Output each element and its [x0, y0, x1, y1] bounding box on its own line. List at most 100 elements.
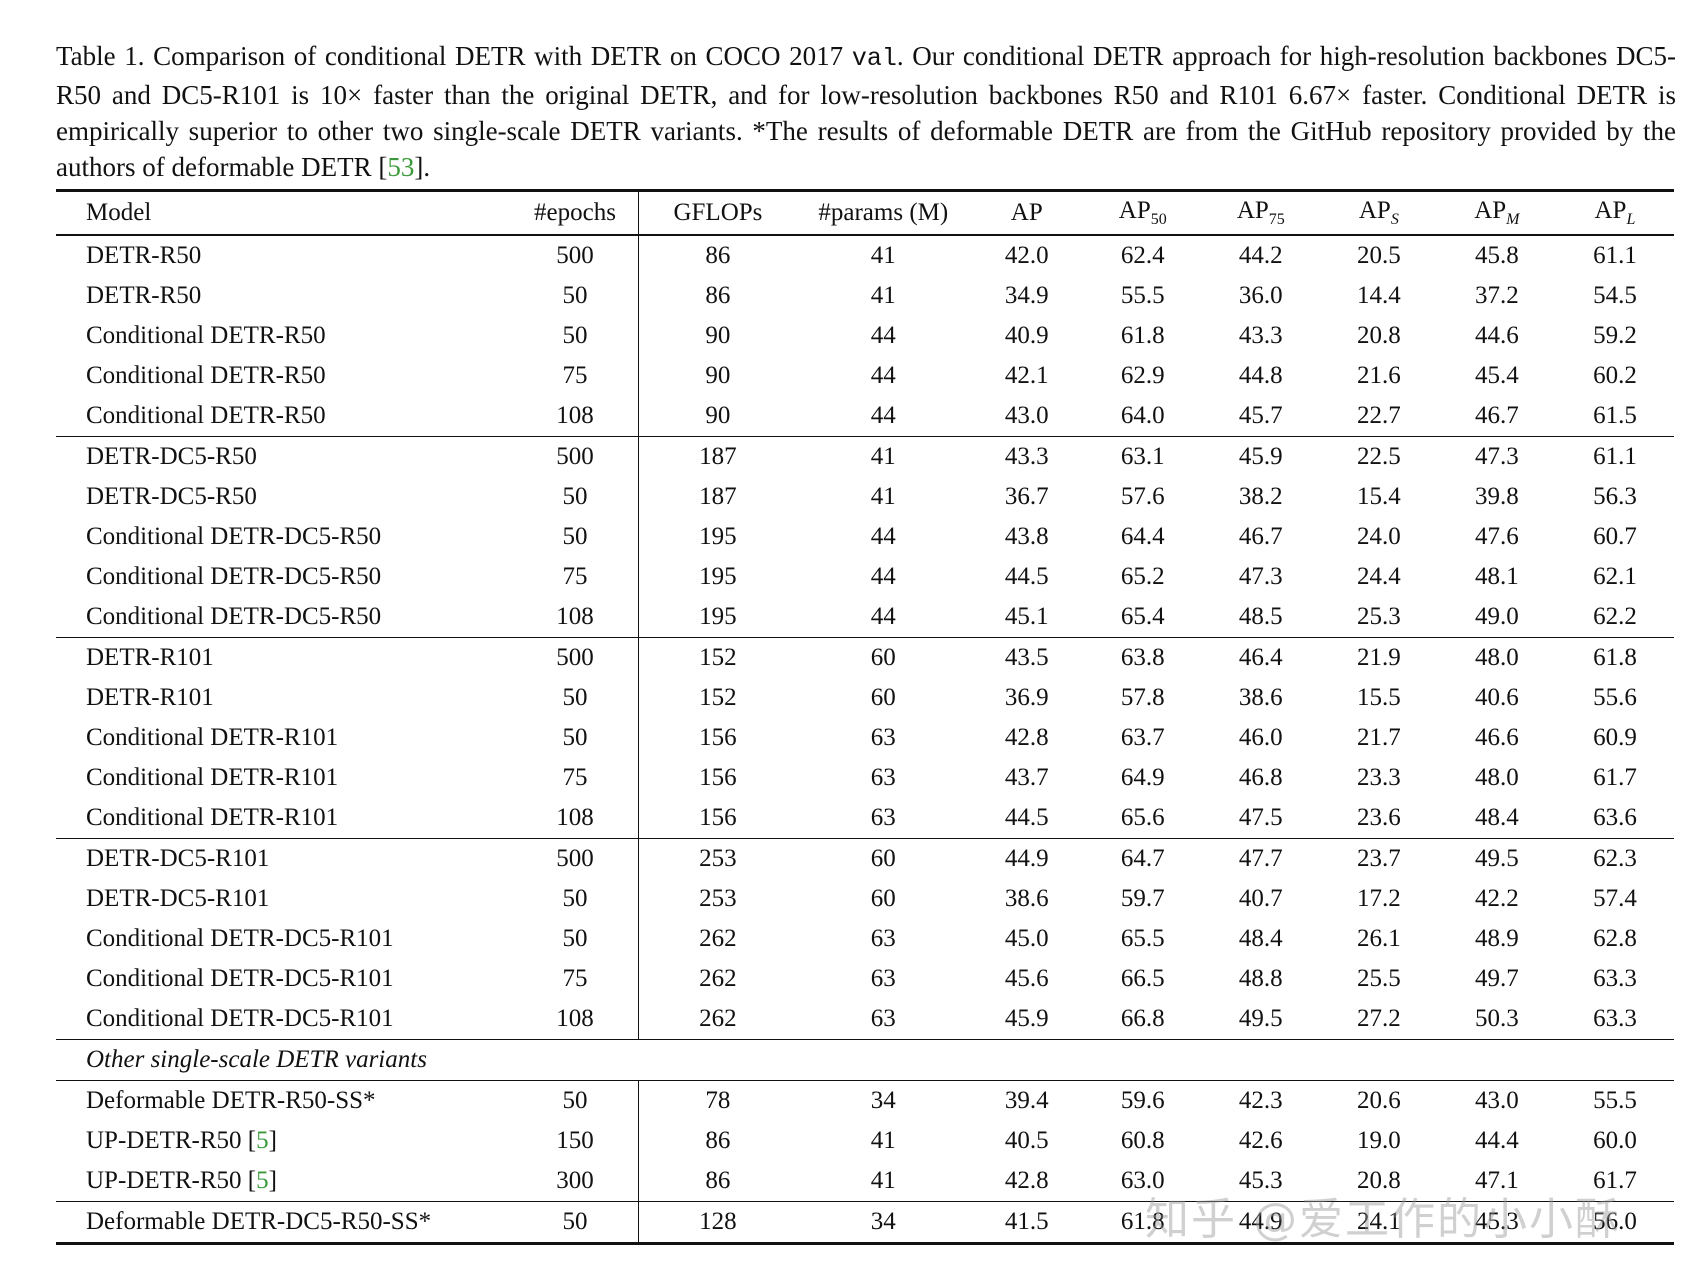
cell-epochs: 75	[511, 557, 640, 597]
cell-ap: 43.3	[1004, 443, 1049, 470]
cell-apl: 55.6	[1593, 684, 1637, 711]
cell-ap: 45.6	[1004, 965, 1049, 992]
cell-ap75: 48.4	[1238, 925, 1283, 952]
cell-gflops: 262	[699, 925, 737, 952]
cell-apl: 61.8	[1593, 644, 1637, 671]
cell-ap: 43.7	[1004, 764, 1049, 791]
header-gflops: GFLOPs	[673, 199, 763, 226]
header-aps: APS	[1358, 197, 1399, 228]
cell-epochs: 50	[511, 477, 640, 517]
cell-apl: 63.3	[1555, 999, 1674, 1040]
cell-ap50: 63.0	[1083, 1161, 1202, 1202]
cell-params: 63	[870, 925, 896, 952]
cell-aps: 23.6	[1319, 798, 1438, 839]
cell-apl: 59.2	[1593, 322, 1637, 349]
cell-aps: 21.7	[1356, 724, 1401, 751]
table-caption: Table 1. Comparison of conditional DETR …	[56, 38, 1676, 185]
cell-aps: 22.5	[1356, 443, 1401, 470]
cell-params: 44	[870, 563, 896, 590]
cell-ap50: 62.9	[1120, 362, 1165, 389]
cell-epochs: 150	[511, 1121, 640, 1161]
cell-aps: 24.4	[1356, 563, 1401, 590]
cell-gflops: 152	[699, 684, 737, 711]
cell-ap75: 49.5	[1201, 999, 1320, 1040]
cell-aps: 20.8	[1319, 1161, 1438, 1202]
table-row: DETR-DC5-R101 500 253 60 44.9 64.7 47.7 23.7 49.…	[56, 838, 1674, 879]
cell-model: Conditional DETR-R50	[86, 362, 326, 389]
cell-model: Conditional DETR-DC5-R50	[86, 523, 382, 550]
cell-gflops: 187	[699, 483, 737, 510]
cell-ap75: 38.6	[1238, 684, 1283, 711]
cell-apl: 63.6	[1555, 798, 1674, 839]
cell-apl: 60.0	[1593, 1127, 1637, 1154]
cell-apl: 62.8	[1593, 925, 1637, 952]
cell-model: Conditional DETR-DC5-R101	[56, 999, 512, 1040]
cell-ap75: 44.2	[1238, 242, 1283, 269]
cell-apm: 48.9	[1474, 925, 1519, 952]
cell-model: DETR-DC5-R50	[86, 443, 257, 470]
cell-params: 60	[870, 885, 896, 912]
caption-citation-link[interactable]: 53	[387, 152, 415, 182]
cell-epochs: 75	[511, 356, 640, 396]
cell-gflops: 156	[638, 798, 797, 839]
cell-gflops: 86	[705, 282, 731, 309]
section-label: Other single-scale DETR variants	[56, 1039, 639, 1081]
table-row: Deformable DETR-DC5-R50-SS* 50 128 34 41.5 61…	[56, 1201, 1674, 1245]
cell-apl: 62.2	[1555, 597, 1674, 638]
cell-ap: 43.0	[969, 396, 1084, 437]
cell-params: 63	[870, 965, 896, 992]
cell-apm: 49.0	[1437, 597, 1556, 638]
table-row: Conditional DETR-DC5-R101 108 262 63 45.9 66.…	[56, 999, 1674, 1040]
cell-params: 41	[870, 483, 896, 510]
cell-ap: 40.5	[1004, 1127, 1049, 1154]
cell-aps: 14.4	[1356, 282, 1401, 309]
cell-ap50: 59.7	[1120, 885, 1165, 912]
caption-text-2: . Our conditional DETR approach for high…	[56, 41, 1676, 182]
cell-model: DETR-DC5-R101	[86, 845, 270, 872]
caption-text-1: Table 1. Comparison of conditional DETR …	[56, 41, 852, 71]
cell-epochs: 50	[511, 316, 640, 356]
cell-aps: 21.9	[1356, 644, 1401, 671]
cell-ap75: 45.9	[1238, 443, 1283, 470]
cell-apm: 48.1	[1474, 563, 1519, 590]
cell-model: DETR-DC5-R101	[86, 885, 270, 912]
cell-apl: 60.9	[1593, 724, 1637, 751]
cell-params: 44	[870, 523, 896, 550]
cell-ap75: 48.8	[1238, 965, 1283, 992]
cell-apl: 61.7	[1593, 764, 1637, 791]
cell-ap: 42.8	[969, 1161, 1084, 1202]
cell-gflops: 152	[699, 644, 737, 671]
cell-gflops: 195	[638, 597, 797, 638]
cell-ap: 42.8	[1004, 724, 1049, 751]
cell-ap50: 64.7	[1120, 845, 1165, 872]
cell-epochs: 50	[511, 879, 640, 919]
table-row: Conditional DETR-R50 108 90 44 43.0 64.0 45.7 2…	[56, 396, 1674, 437]
cell-ap75: 44.8	[1238, 362, 1283, 389]
table-row: DETR-DC5-R50 50 187 41 36.7 57.6 38.2 15.4 39.8 5…	[56, 477, 1674, 517]
header-apl: APL	[1594, 197, 1636, 228]
cell-params: 41	[796, 1161, 970, 1202]
table-row: Conditional DETR-DC5-R101 75 262 63 45.6 66.5…	[56, 959, 1674, 999]
cell-aps: 20.8	[1356, 322, 1401, 349]
cell-model: Deformable DETR-DC5-R50-SS*	[56, 1201, 512, 1245]
cell-gflops: 253	[699, 885, 737, 912]
cell-aps: 24.1	[1319, 1201, 1438, 1245]
cell-model: DETR-R101	[86, 644, 214, 671]
cell-epochs: 300	[511, 1161, 640, 1202]
header-epochs: #epochs	[511, 190, 640, 235]
citation-link[interactable]: 5	[256, 1167, 269, 1194]
cell-gflops: 86	[638, 1161, 797, 1202]
cell-gflops: 90	[638, 396, 797, 437]
cell-ap75: 42.6	[1238, 1127, 1283, 1154]
citation-link[interactable]: 5	[256, 1127, 269, 1154]
cell-ap: 43.8	[1004, 523, 1049, 550]
cell-ap: 44.5	[969, 798, 1084, 839]
cell-params: 41	[870, 443, 896, 470]
cell-apm: 47.1	[1437, 1161, 1556, 1202]
cell-apm: 44.4	[1474, 1127, 1519, 1154]
cell-apl: 57.4	[1593, 885, 1637, 912]
table-row: DETR-DC5-R50 500 187 41 43.3 63.1 45.9 22.5 47.3…	[56, 436, 1674, 477]
cell-params: 44	[870, 362, 896, 389]
cell-ap75: 43.3	[1238, 322, 1283, 349]
cell-epochs: 50	[511, 276, 640, 316]
